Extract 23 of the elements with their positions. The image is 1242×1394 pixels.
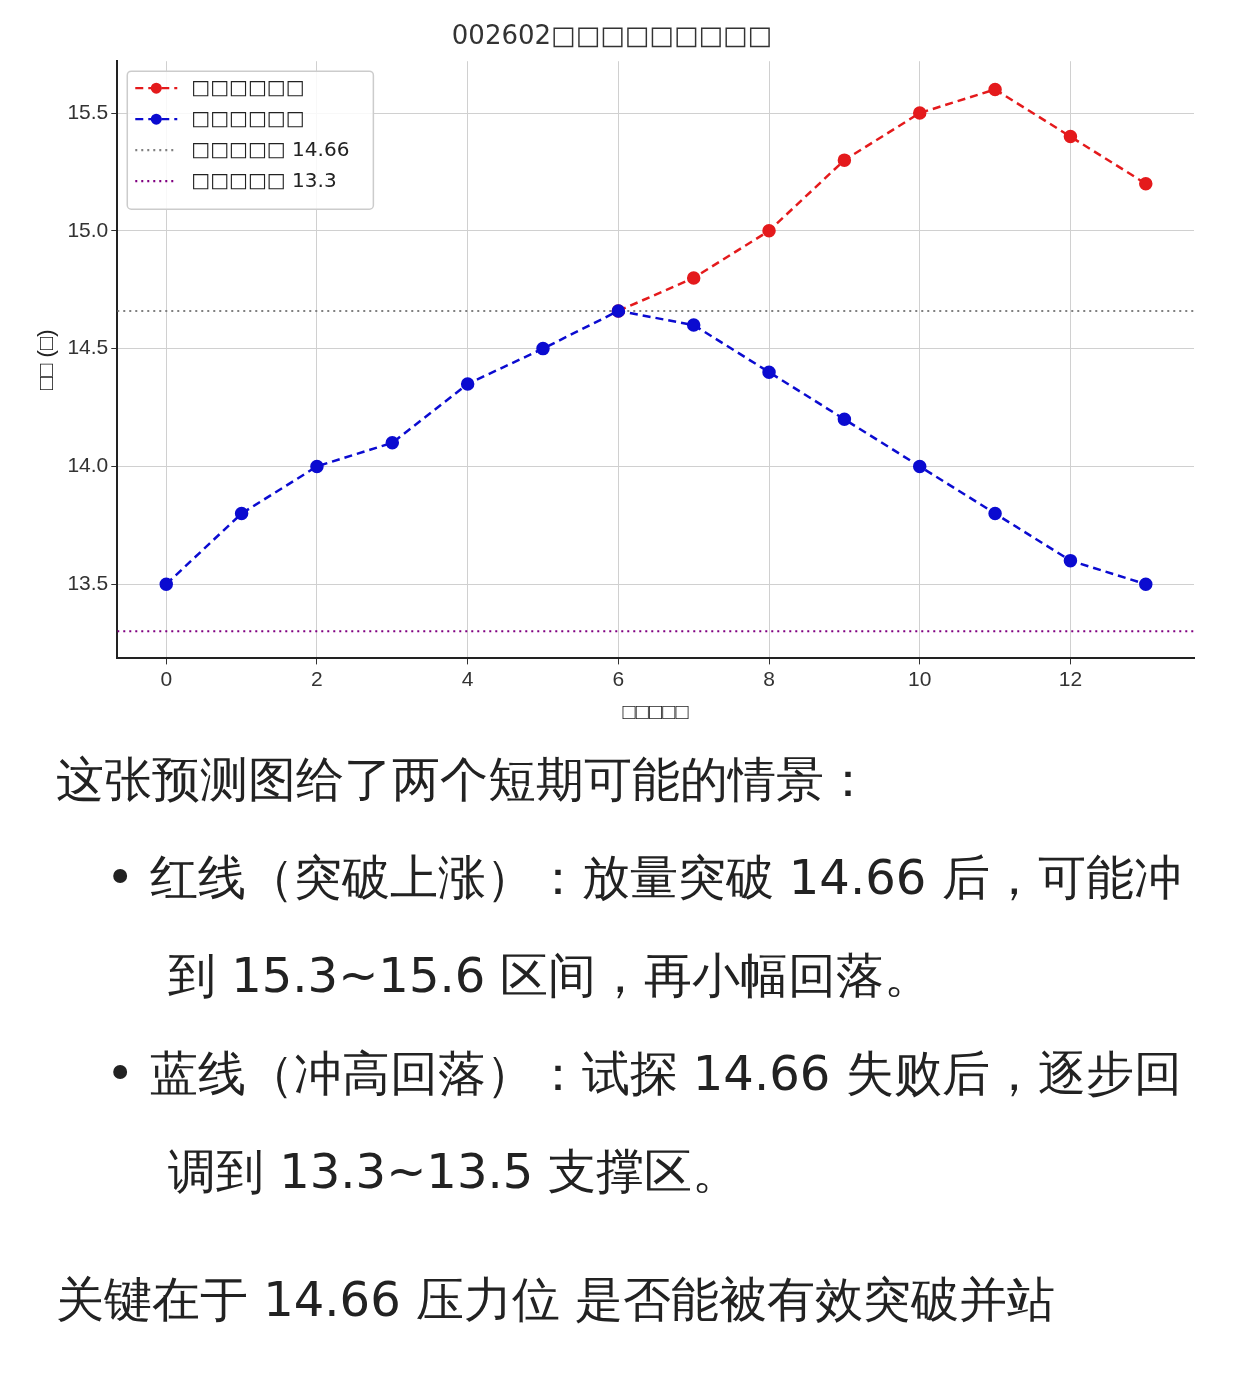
- y-tick-label: 15.5: [67, 99, 109, 123]
- text: • 蓝线（冲高回落）：试探 14.66 失败后，逐步回调到 13.3~13.5 支撑区。: [106, 1044, 1183, 1201]
- y-tick-label: 14.0: [67, 453, 109, 477]
- x-tick-label: 4: [461, 666, 474, 690]
- x-tick-label: 2: [311, 666, 323, 690]
- x-tick-label: 6: [612, 666, 625, 690]
- text: • 红线（突破上涨）：放量突破 14.66 后，可能冲到 15.3~15.6 区间，再小幅回落。: [106, 848, 1183, 1005]
- x-tick-label: 0: [160, 666, 173, 690]
- y-tick-label: 14.5: [67, 335, 109, 359]
- y-axis-title: □□ (□): [33, 329, 59, 391]
- y-tick-label: 15.0: [67, 217, 109, 241]
- legend-label: □□□□□□: [191, 106, 305, 131]
- x-tick-label: 12: [1058, 666, 1083, 690]
- x-tick-label: 8: [763, 666, 775, 690]
- y-tick-label: 13.5: [67, 570, 109, 594]
- x-tick-label: 10: [908, 666, 932, 690]
- legend-label: □□□□□ 13.3: [191, 168, 337, 193]
- text: 关键在于 14.66 压力位 是否能被有效突破并站: [56, 1270, 1057, 1329]
- legend-label: □□□□□□: [191, 75, 305, 100]
- x-axis-title: □□□□□: [622, 698, 689, 724]
- chart-title: 002602□□□□□□□□□: [451, 20, 773, 51]
- text: 这张预测图给了两个短期可能的情景：: [56, 750, 873, 809]
- legend-label: □□□□□ 14.66: [191, 137, 350, 162]
